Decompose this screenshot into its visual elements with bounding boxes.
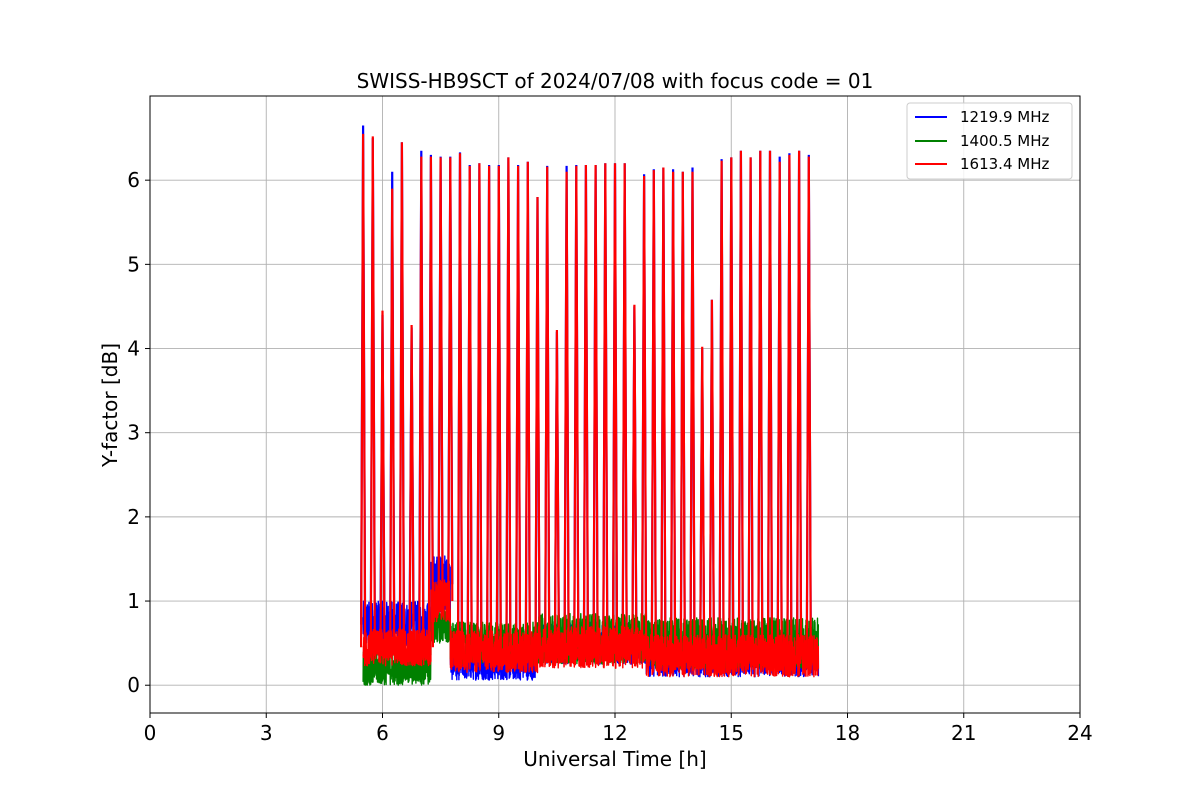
series-peak [757,150,764,656]
legend-label-1219: 1219.9 MHz [960,108,1049,126]
x-tick-label: 0 [144,721,157,745]
series-peak [718,160,725,656]
series-peak [495,165,502,652]
y-tick-label: 6 [127,168,140,192]
series-peak [418,156,425,648]
series-peak [476,163,483,652]
x-tick-label: 9 [492,721,505,745]
legend-label-1400: 1400.5 MHz [960,132,1049,150]
series-peak [796,150,803,656]
series-peak [699,346,706,656]
series-peak [360,133,367,648]
y-tick-label: 5 [127,252,140,276]
series-peak [747,157,754,656]
legend-box [906,102,1073,180]
series-peak [515,165,522,652]
series-peak [621,163,628,648]
x-tick-label: 6 [376,721,389,745]
series-peak [427,156,434,648]
series-peak [631,304,638,648]
series-peak [408,324,415,648]
series-peak [766,150,774,656]
series-peak [708,299,715,656]
x-tick-label: 12 [602,721,627,745]
y-tick-label: 1 [127,589,140,613]
chart-title: SWISS-HB9SCT of 2024/07/08 with focus co… [357,69,874,93]
series-16134-mhz [360,133,820,678]
series-peak [437,157,444,602]
series-peak [505,157,512,652]
legend-label-1613: 1613.4 MHz [960,155,1049,173]
series-peak [660,167,667,656]
y-axis-label: Y-factor [dB] [98,343,122,468]
series-peak [592,164,599,648]
series-peak [737,150,744,656]
x-tick-label: 3 [260,721,273,745]
y-tick-label: 3 [127,421,140,445]
x-tick-label: 15 [719,721,744,745]
series-peak [582,164,589,648]
legend: 1219.9 MHz 1400.5 MHz 1613.4 MHz [906,102,1073,180]
series-peak [641,175,648,648]
series-peak [466,165,473,652]
series-peak [398,142,405,648]
series-peak [369,136,376,648]
series-peak [534,196,541,652]
series-peak [611,163,619,648]
series-peak [486,165,493,652]
series-peak [573,165,580,648]
y-tick-label: 2 [127,505,140,529]
series-peak [689,171,696,656]
series-peak [456,153,464,652]
series-peak [805,156,812,656]
series-peak [786,154,793,656]
series-peak [553,329,560,648]
x-tick-label: 21 [951,721,976,745]
plot-data [360,125,820,686]
series-peak [524,161,531,652]
x-tick-label: 18 [835,721,860,745]
series-peak [650,170,657,656]
y-tick-label: 0 [127,673,140,697]
series-peak [670,171,677,656]
series-peak [447,157,454,602]
y-tick-label: 4 [127,337,140,361]
series-peak [563,171,570,648]
series-peak [728,157,735,656]
series-peak [379,310,386,648]
x-axis-label: Universal Time [h] [523,747,706,771]
series-peak [776,161,783,656]
series-peak [602,163,609,648]
series-peak [389,188,396,648]
series-peak [544,166,551,648]
x-tick-label: 24 [1067,721,1092,745]
series-peak [679,171,686,656]
